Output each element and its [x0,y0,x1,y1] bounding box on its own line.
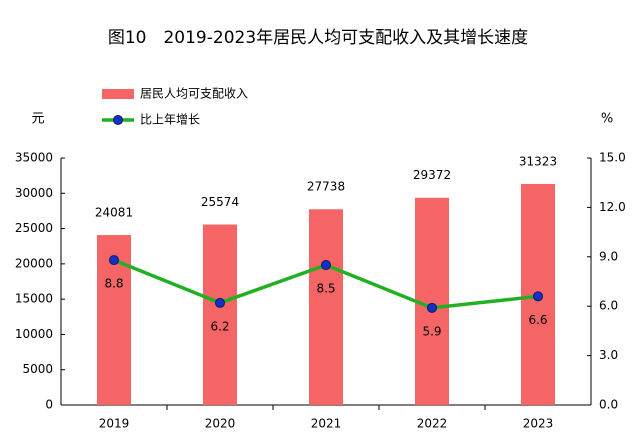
y2-tick-label: 9.0 [599,249,618,263]
line-value-label: 8.8 [104,277,123,291]
y2-tick-label: 15.0 [599,151,626,165]
y-tick-label: 20000 [15,256,53,270]
y-tick-label: 35000 [15,151,53,165]
legend-swatch-marker [113,115,123,125]
legend-swatch [102,89,134,99]
y2-tick-label: 6.0 [599,299,618,313]
line-marker [427,302,437,313]
line-marker [533,291,543,302]
legend-label: 比上年增长 [140,113,200,127]
x-tick-label: 2019 [99,417,130,431]
x-tick-label: 2021 [311,417,342,431]
bar [415,197,449,405]
chart-title: 图10 2019-2023年居民人均可支配收入及其增长速度 [108,28,528,48]
y-tick-label: 10000 [15,327,53,341]
line-value-label: 5.9 [422,324,441,338]
line-value-label: 6.2 [210,319,229,333]
x-tick-label: 2022 [417,417,448,431]
bar [309,209,343,405]
bar-value-label: 24081 [95,206,133,220]
x-tick-label: 2023 [523,417,554,431]
line-value-label: 8.5 [316,282,335,296]
legend-label: 居民人均可支配收入 [140,87,248,101]
y2-tick-label: 12.0 [599,200,626,214]
x-tick-label: 2020 [205,417,236,431]
line-marker [215,297,225,308]
y-tick-label: 5000 [22,362,53,376]
bar [203,224,237,405]
y-tick-label: 0 [45,398,53,412]
y2-axis-label: % [601,112,613,127]
bar-value-label: 25574 [201,195,239,209]
y-tick-label: 25000 [15,221,53,235]
y-tick-label: 30000 [15,186,53,200]
y2-tick-label: 3.0 [599,348,618,362]
bar-value-label: 27738 [307,180,345,194]
y-axis-label: 元 [31,112,44,127]
line-marker [109,255,119,266]
bar-value-label: 31323 [519,154,557,168]
bar-value-label: 29372 [413,168,451,182]
line-value-label: 6.6 [528,313,547,327]
line-marker [321,260,331,271]
y-tick-label: 15000 [15,292,53,306]
y2-tick-label: 0.0 [599,398,618,412]
